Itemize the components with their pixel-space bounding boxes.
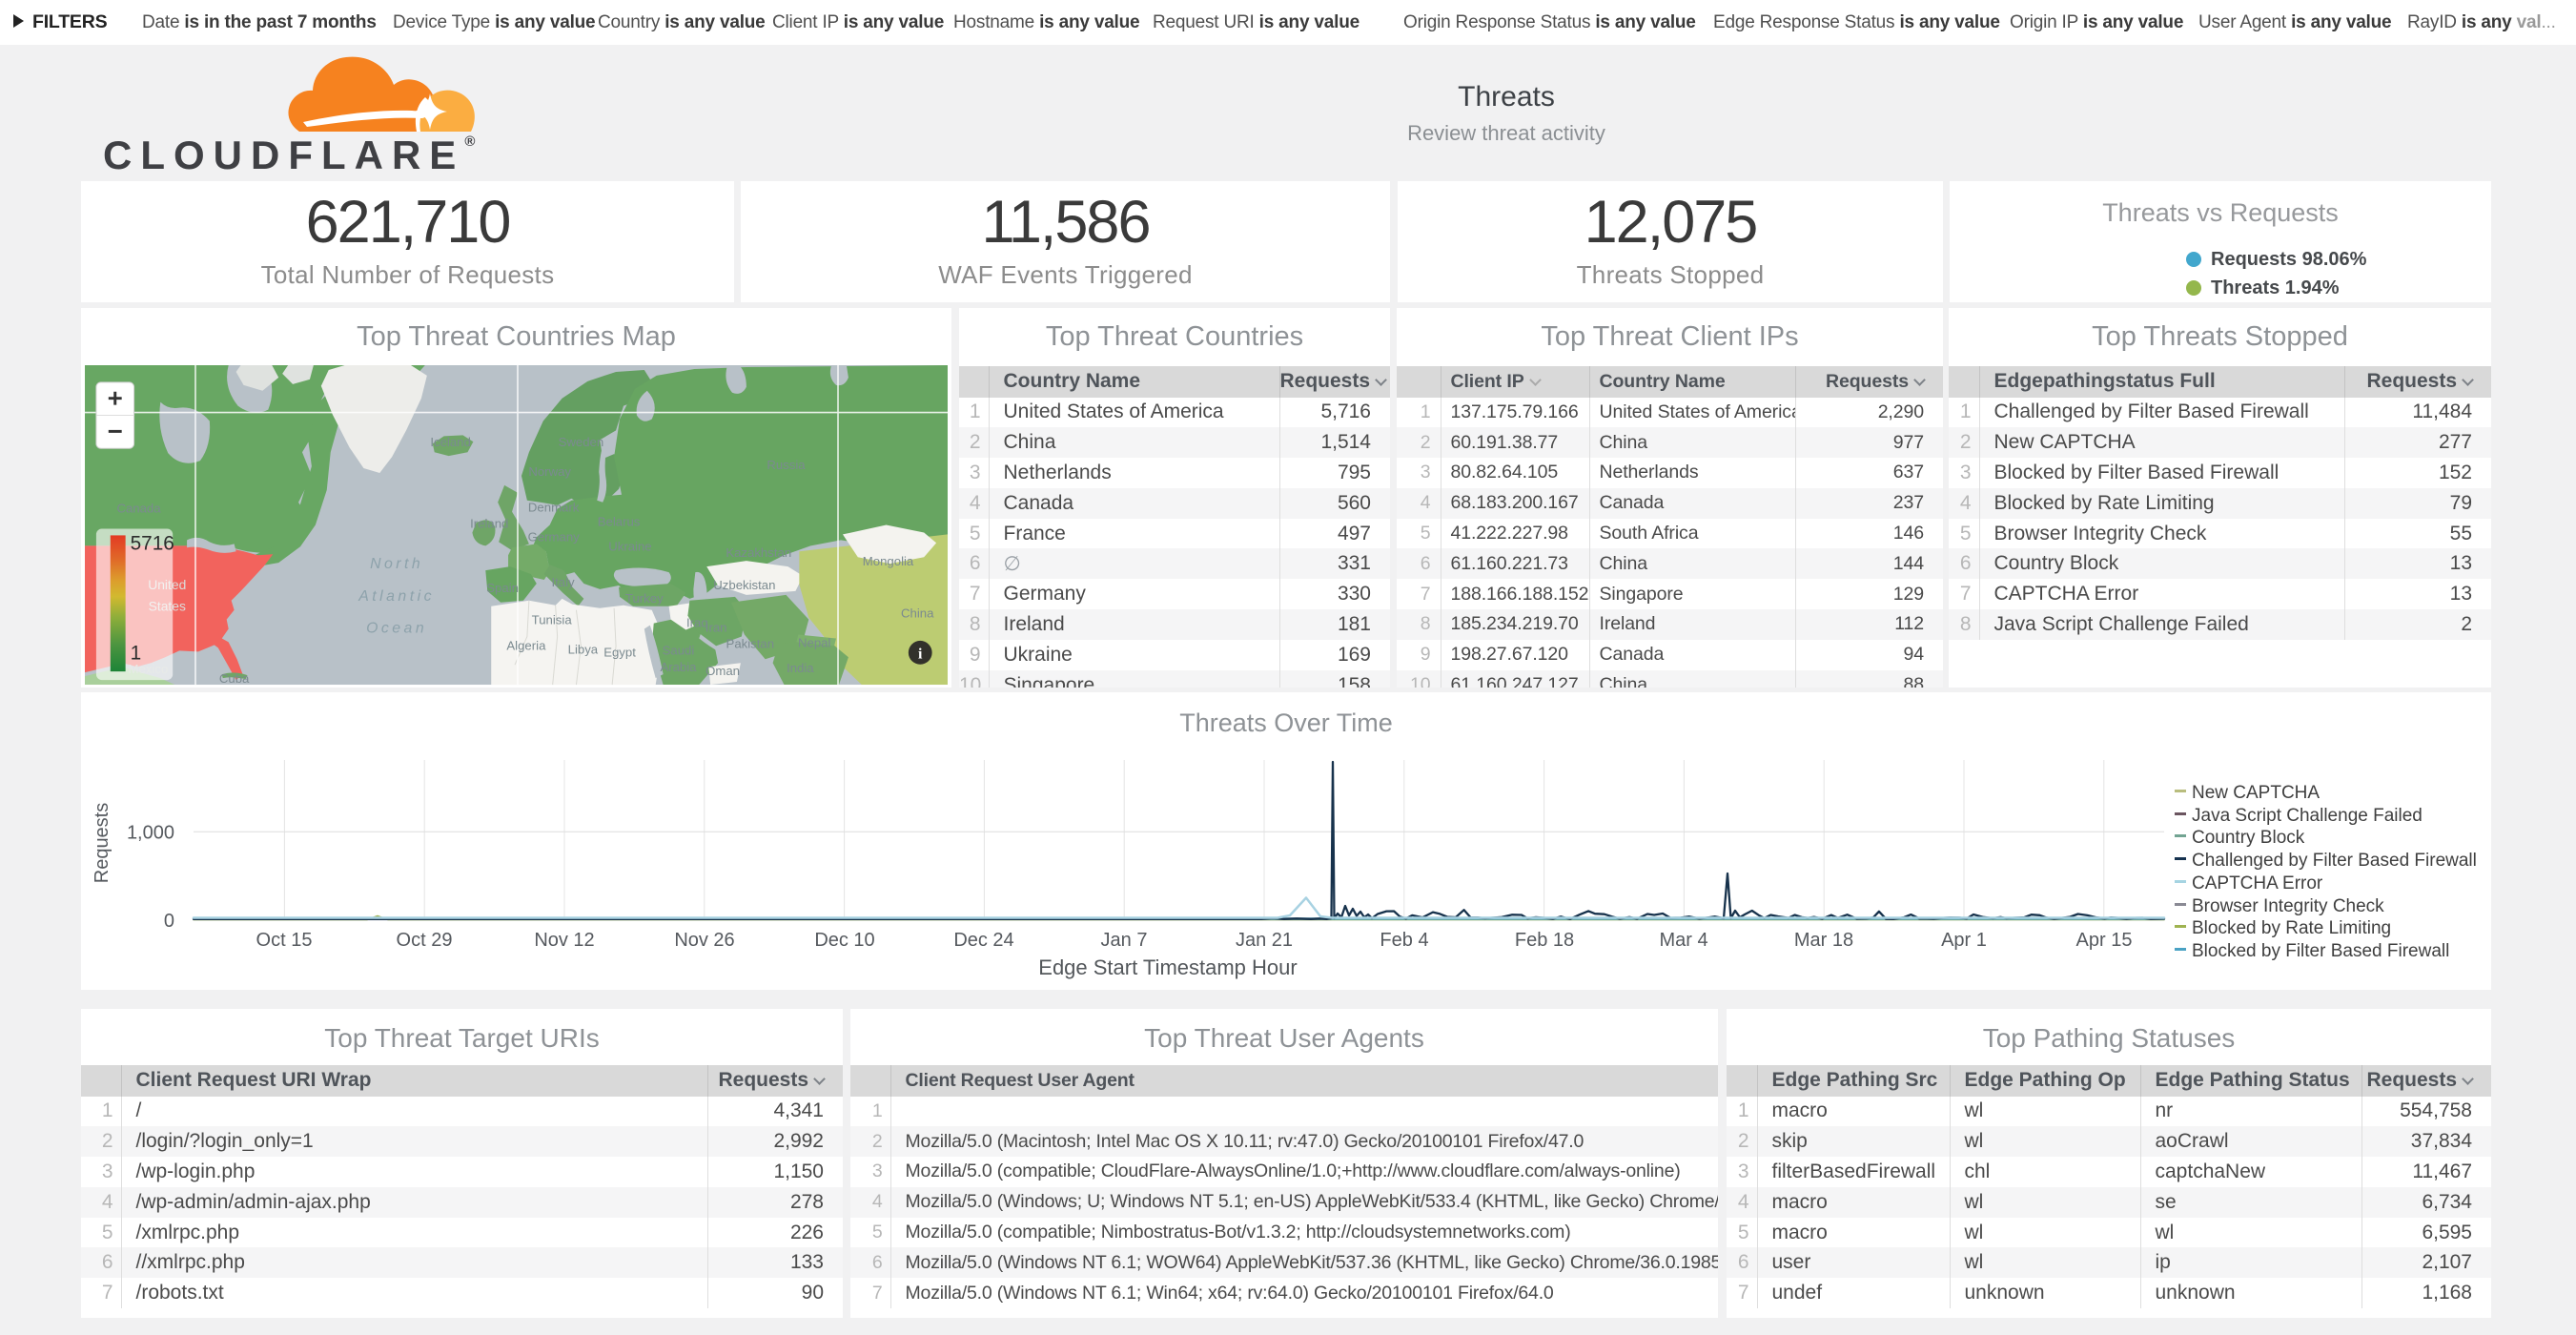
svg-text:Ocean: Ocean	[366, 621, 427, 637]
svg-text:Pakistan: Pakistan	[726, 636, 775, 650]
svg-text:5716: 5716	[131, 532, 174, 554]
svg-text:Algeria: Algeria	[506, 638, 546, 652]
svg-text:Belarus: Belarus	[598, 515, 641, 529]
svg-text:Feb 4: Feb 4	[1380, 930, 1428, 951]
svg-text:Apr 1: Apr 1	[1941, 930, 1987, 951]
svg-text:Mongolia: Mongolia	[863, 554, 914, 568]
svg-text:1,000: 1,000	[127, 823, 174, 844]
svg-text:Jan 21: Jan 21	[1236, 930, 1293, 951]
svg-text:Oman: Oman	[705, 664, 740, 678]
svg-text:North: North	[370, 556, 423, 572]
svg-text:Uzbekistan: Uzbekistan	[713, 578, 775, 592]
svg-text:0: 0	[164, 911, 174, 932]
svg-text:Sweden: Sweden	[559, 435, 604, 449]
svg-text:Libya: Libya	[568, 642, 599, 656]
svg-text:1: 1	[131, 642, 142, 664]
svg-text:Italy: Italy	[551, 575, 575, 589]
svg-text:Dec 10: Dec 10	[814, 930, 874, 951]
svg-text:Ireland: Ireland	[470, 516, 508, 530]
svg-text:Mar 4: Mar 4	[1659, 930, 1707, 951]
svg-text:India: India	[787, 661, 814, 675]
svg-text:Egypt: Egypt	[603, 645, 636, 659]
svg-text:Edge Start Timestamp Hour: Edge Start Timestamp Hour	[1038, 955, 1297, 979]
svg-text:Germany: Germany	[528, 529, 581, 544]
svg-text:Nepal: Nepal	[798, 635, 830, 649]
svg-text:Arabia: Arabia	[660, 660, 697, 674]
svg-text:Cuba: Cuba	[219, 671, 250, 686]
svg-text:China: China	[901, 606, 934, 621]
svg-text:Nov 26: Nov 26	[674, 930, 734, 951]
svg-text:Jan 7: Jan 7	[1101, 930, 1148, 951]
svg-text:Iraq: Iraq	[686, 616, 708, 630]
svg-text:Iceland: Iceland	[430, 435, 470, 449]
svg-text:Russia: Russia	[767, 458, 806, 472]
svg-text:Oct 15: Oct 15	[256, 930, 313, 951]
svg-text:Nov 12: Nov 12	[534, 930, 594, 951]
svg-text:Iran: Iran	[705, 621, 727, 635]
svg-text:Turkey: Turkey	[625, 591, 664, 606]
svg-text:Kazakhstan: Kazakhstan	[726, 545, 791, 560]
svg-text:Atlantic: Atlantic	[358, 588, 435, 605]
svg-text:i: i	[918, 646, 923, 662]
svg-text:Ukraine: Ukraine	[608, 539, 651, 553]
svg-text:Feb 18: Feb 18	[1515, 930, 1574, 951]
svg-text:Norway: Norway	[528, 464, 571, 479]
svg-text:Mar 18: Mar 18	[1794, 930, 1853, 951]
svg-text:Canada: Canada	[116, 502, 161, 516]
svg-text:Oct 29: Oct 29	[397, 930, 453, 951]
svg-text:Saudi: Saudi	[663, 643, 695, 657]
svg-text:Requests: Requests	[92, 803, 112, 884]
svg-text:Apr 15: Apr 15	[2076, 930, 2133, 951]
svg-text:Dec 24: Dec 24	[953, 930, 1013, 951]
svg-text:Denmark: Denmark	[528, 501, 580, 515]
svg-text:Spain: Spain	[486, 581, 519, 595]
svg-text:Tunisia: Tunisia	[532, 613, 573, 627]
